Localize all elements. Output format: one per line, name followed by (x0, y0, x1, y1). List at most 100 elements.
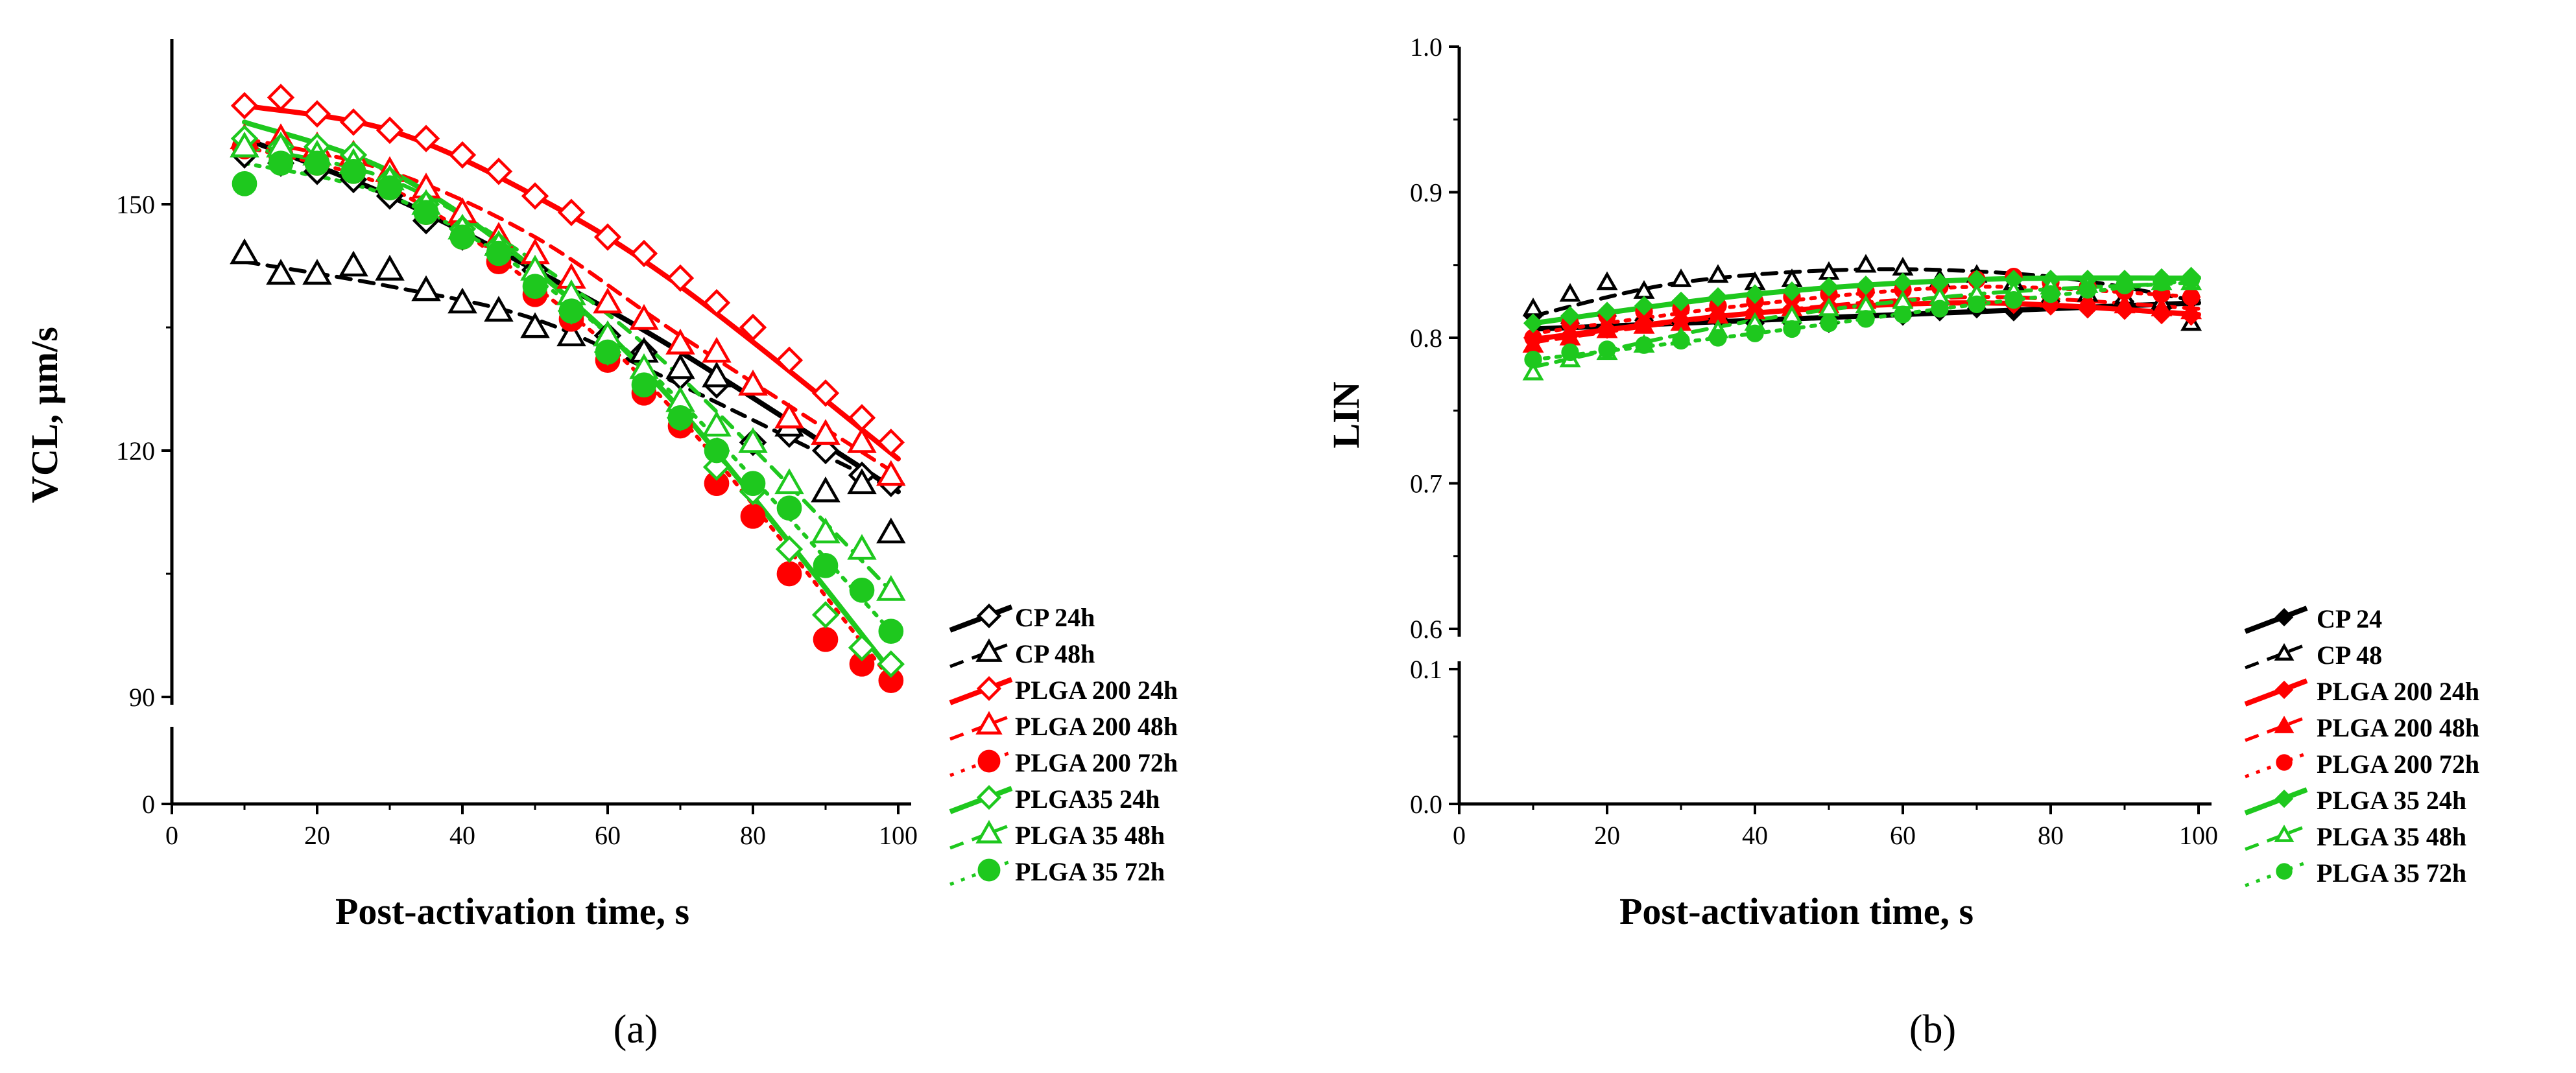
data-point-cp-48h (811, 476, 841, 502)
legend-item-plga-200-48h: PLGA 200 48h (949, 711, 1178, 741)
legend-item-cp-24: CP 24 (2244, 604, 2382, 634)
x-tick-label: 80 (740, 821, 766, 850)
series-plga-35-72h (1524, 270, 2200, 369)
data-point-plga-35-72h (304, 150, 330, 176)
data-point-plga-35-24h (1819, 277, 1839, 297)
data-point-plga-200-48h (2077, 290, 2099, 309)
data-point-plga-200-24h (230, 91, 259, 120)
legend-item-plga-35-48h: PLGA 35 48h (2245, 822, 2466, 851)
data-point-plga-200-24h (630, 239, 658, 268)
data-point-cp-48h (520, 312, 550, 338)
data-point-plga-200-48h (2180, 300, 2202, 320)
data-point-plga-200-24h (666, 264, 695, 292)
data-point-plga-35-72h (1894, 305, 1912, 324)
legend-label: CP 48 (2317, 641, 2382, 670)
chart-a-x-ticks: 0 20 40 60 80 100 (165, 804, 918, 850)
data-point-plga-200-48h (702, 336, 732, 363)
y-tick-label: 0.7 (1410, 469, 1442, 499)
chart-a-data-points (230, 84, 906, 694)
x-tick-label: 0 (1453, 821, 1466, 850)
legend-line (2245, 715, 2308, 742)
data-point-plga-35-72h (667, 405, 693, 430)
data-point-cp-48h (411, 275, 441, 301)
data-point-plga-200-48h (876, 460, 906, 486)
data-point-plga-200-72h (740, 503, 766, 529)
data-point-cp-48 (1670, 268, 1692, 287)
y-tick-label: 120 (116, 436, 155, 466)
data-point-plga-200-48h (738, 370, 768, 396)
chart-a-legend: CP 24h CP 48h PLGA 200 24h PLGA 200 48h PLGA… (949, 603, 1178, 886)
chart-panel-a: 0 20 40 60 80 100 0 90 120 150 Post-activation t… (23, 39, 1178, 1052)
legend-label: PLGA 200 48h (2317, 713, 2479, 742)
data-point-plga-35-48h (774, 468, 804, 495)
data-point-plga-35-72h (268, 150, 294, 176)
data-point-cp-48h (447, 287, 477, 314)
legend-item-plga-35-48h: PLGA 35 48h (949, 819, 1165, 850)
data-point-plga-35-72h (2042, 285, 2060, 303)
data-point-plga-200-24h (739, 313, 767, 342)
chart-b-y-axis-title: LIN (1325, 381, 1367, 448)
data-point-plga-200-24h (484, 158, 513, 185)
data-point-plga-35-72h (340, 158, 366, 184)
data-point-plga-35-24h (1892, 272, 1913, 292)
data-point-plga-35-72h (449, 224, 475, 250)
data-point-plga-200-24h (521, 182, 549, 210)
chart-b-data-points (1522, 254, 2202, 381)
y-tick-label: 150 (116, 190, 155, 219)
data-point-plga-35-72h (595, 339, 621, 365)
legend-marker (2274, 715, 2295, 733)
legend-item-cp-48: CP 48 (2245, 641, 2382, 670)
legend-item-plga-200-24h: PLGA 200 24h (949, 676, 1178, 705)
legend-marker (2274, 680, 2294, 700)
y-tick-label: 90 (129, 683, 155, 712)
legend-marker (977, 749, 1001, 773)
data-point-cp-48 (1855, 254, 1877, 273)
data-point-plga-200-24h (303, 100, 331, 128)
legend-label: PLGA 35 48h (1015, 821, 1165, 850)
data-point-plga-35-72h (849, 577, 875, 603)
legend-marker (2274, 824, 2295, 842)
data-point-plga-35-72h (413, 200, 439, 226)
data-point-plga-200-24h (339, 108, 368, 136)
legend-label: PLGA 200 72h (1015, 748, 1178, 777)
legend-label: CP 48h (1015, 639, 1095, 668)
data-point-plga-35-48h (738, 427, 768, 453)
data-point-plga-35-72h (1598, 340, 1616, 359)
data-point-plga-35-24h (1708, 287, 1728, 307)
data-point-cp-48 (1596, 271, 1618, 290)
data-point-plga-35-72h (1857, 310, 1875, 328)
data-point-plga-35-24h (1523, 313, 1544, 333)
legend-label: CP 24h (1015, 603, 1095, 632)
legend-marker (2274, 789, 2294, 808)
data-point-cp-48h (339, 250, 368, 277)
chart-b-x-axis-title: Post-activation time, s (1619, 890, 1974, 932)
legend-label: CP 24 (2317, 604, 2382, 633)
data-point-plga-200-24h (412, 124, 440, 152)
data-point-cp-48h (702, 361, 732, 388)
fit-line-cp-48h (243, 259, 900, 494)
data-point-plga-200-48h (811, 419, 841, 445)
data-point-plga-35-72h (1709, 329, 1727, 347)
data-point-plga-200-48h (629, 303, 659, 330)
legend-label: PLGA 200 48h (1015, 712, 1178, 741)
data-point-plga-35-72h (631, 372, 657, 398)
data-point-plga-200-72h (813, 626, 839, 652)
data-point-plga-35-24h (1560, 306, 1580, 326)
data-point-plga-35-48h (702, 410, 732, 437)
legend-label: PLGA 35 72h (1015, 857, 1165, 886)
data-point-plga-35-72h (1561, 343, 1579, 362)
data-point-cp-48h (266, 259, 296, 285)
legend-marker (2276, 754, 2293, 771)
data-point-plga-200-48h (774, 402, 804, 429)
chart-a-axes (170, 39, 911, 806)
y-tick-label: 0.8 (1410, 324, 1442, 353)
legend-item-cp-48h: CP 48h (949, 638, 1095, 668)
chart-b-axes (1457, 47, 2212, 806)
data-point-plga-200-48h (665, 328, 695, 355)
data-point-plga-35-72h (1783, 320, 1801, 338)
data-point-plga-200-24h (702, 289, 731, 317)
data-point-plga35-24h (877, 650, 905, 678)
data-point-plga-35-72h (878, 619, 904, 644)
data-point-cp-48h (484, 296, 514, 322)
